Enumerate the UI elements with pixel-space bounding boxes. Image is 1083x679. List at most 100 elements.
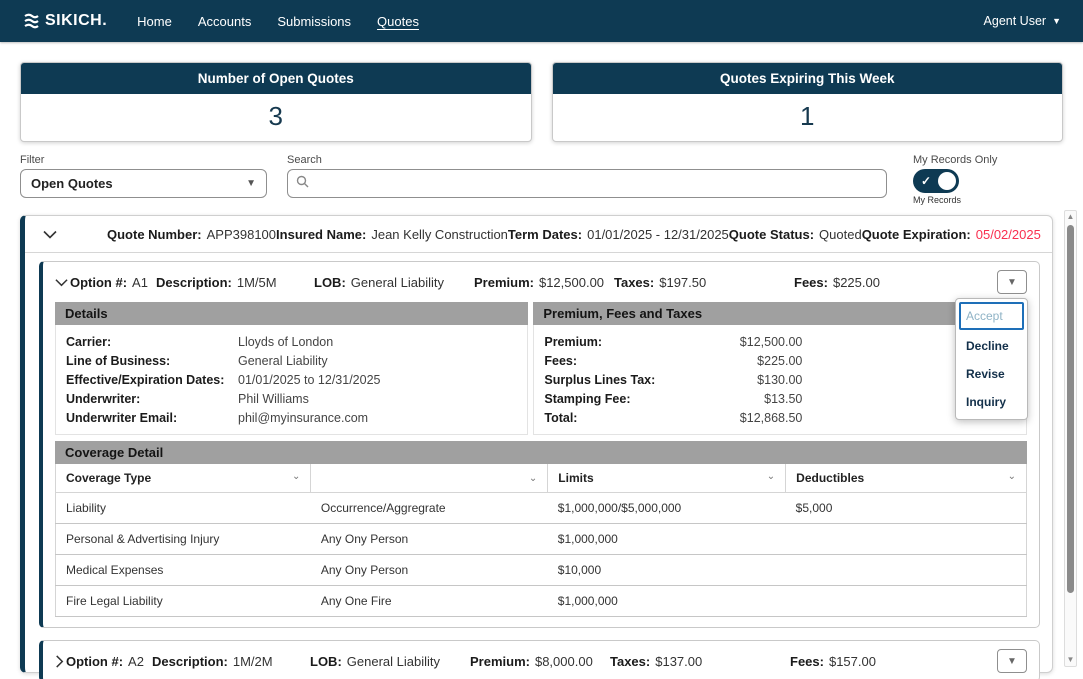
my-records-toggle[interactable]: ✓: [913, 169, 959, 193]
surplus-lines-tax-value: $130.00: [757, 373, 803, 387]
coverage-type-header[interactable]: Coverage Type ⌄: [55, 464, 312, 493]
underwriter-email-link[interactable]: phil@myinsurance.com: [238, 411, 369, 425]
search-group: Search: [287, 154, 887, 198]
vertical-scrollbar[interactable]: ▲ ▼: [1064, 210, 1077, 667]
chevron-down-icon: ⌄: [528, 472, 538, 484]
coverage-cell: Liability: [55, 492, 311, 524]
option-taxes-value: $197.50: [659, 274, 707, 290]
chevron-down-icon: ▼: [1052, 16, 1061, 26]
coverage-basis-header[interactable]: ⌄: [310, 464, 549, 493]
option-fees-label: Fees:: [794, 274, 828, 290]
nav-item-accounts[interactable]: Accounts: [197, 13, 252, 29]
search-icon: [296, 175, 309, 193]
option-description-label: Description:: [152, 653, 228, 669]
toggle-knob: [938, 172, 956, 190]
filter-group: Filter Open Quotes ▼: [20, 154, 267, 198]
surplus-lines-tax-row: Surplus Lines Tax: $130.00: [544, 371, 1016, 390]
expand-option-chevron-icon[interactable]: [55, 654, 64, 668]
top-navbar: SIKICH. Home Accounts Submissions Quotes…: [0, 0, 1083, 42]
quote-expiration-label: Quote Expiration:: [861, 227, 971, 242]
coverage-detail-title: Coverage Detail: [55, 441, 1027, 464]
option-actions-button[interactable]: ▼: [997, 649, 1027, 673]
menu-item-inquiry[interactable]: Inquiry: [966, 395, 1007, 409]
premium-value: $12,500.00: [739, 335, 803, 349]
line-of-business-label: Line of Business:: [66, 354, 171, 368]
menu-item-revise[interactable]: Revise: [966, 367, 1005, 381]
option-number-field: Option #: A1: [70, 275, 156, 290]
option-description-field: Description: 1M/2M: [152, 654, 310, 669]
option-fees-value: $157.00: [828, 653, 876, 669]
premium-fees-taxes-section: Premium, Fees and Taxes Premium: $12,500…: [533, 302, 1027, 435]
limits-header[interactable]: Limits ⌄: [547, 464, 787, 493]
filter-select[interactable]: Open Quotes ▼: [20, 169, 267, 198]
quote-expiration-field: Quote Expiration: 05/02/2025: [862, 227, 1041, 242]
collapse-option-chevron-icon[interactable]: [55, 278, 68, 287]
option-premium-value: $12,500.00: [538, 274, 605, 290]
nav-item-quotes[interactable]: Quotes: [377, 13, 419, 29]
option-lob-field: LOB: General Liability: [310, 654, 470, 669]
scroll-up-icon[interactable]: ▲: [1066, 212, 1075, 221]
option-actions-button[interactable]: ▼: [997, 270, 1027, 294]
open-quotes-card: Number of Open Quotes 3: [20, 62, 532, 142]
fees-value: $225.00: [757, 354, 803, 368]
total-value: $12,868.50: [739, 411, 803, 425]
user-menu[interactable]: Agent User ▼: [984, 14, 1061, 28]
scrollbar-thumb[interactable]: [1067, 225, 1074, 593]
option-description-field: Description: 1M/5M: [156, 275, 314, 290]
nav-item-home[interactable]: Home: [137, 13, 172, 29]
deductibles-header[interactable]: Deductibles ⌄: [785, 464, 1027, 493]
option-fees-label: Fees:: [790, 653, 824, 669]
option-number-field: Option #: A2: [66, 654, 152, 669]
open-quotes-title: Number of Open Quotes: [21, 63, 531, 94]
quote-number-label: Quote Number:: [107, 227, 202, 242]
coverage-cell: $1,000,000/$5,000,000: [547, 492, 786, 524]
collapse-quote-chevron-icon[interactable]: [43, 230, 57, 239]
sikich-logo-icon: [22, 12, 40, 30]
premium-label: Premium:: [544, 335, 603, 349]
insured-name-field: Insured Name: Jean Kelly Construction: [276, 227, 508, 242]
insured-name-label: Insured Name:: [276, 227, 367, 242]
search-input[interactable]: [315, 176, 878, 191]
coverage-table: Coverage Type ⌄ ⌄ Limits ⌄: [55, 464, 1027, 617]
option-lob-value: General Liability: [350, 274, 444, 290]
quote-status-value: Quoted: [819, 227, 862, 242]
total-label: Total:: [544, 411, 578, 425]
menu-item-accept[interactable]: Accept: [959, 302, 1024, 330]
option-description-label: Description:: [156, 274, 232, 290]
expiring-quotes-title: Quotes Expiring This Week: [552, 63, 1062, 94]
menu-item-decline[interactable]: Decline: [966, 339, 1009, 353]
filter-label: Filter: [20, 154, 45, 166]
option-premium-field: Premium: $8,000.00: [470, 654, 610, 669]
term-dates-value: 01/01/2025 - 12/31/2025: [587, 227, 729, 242]
my-records-group: My Records Only ✓ My Records: [913, 154, 1063, 205]
coverage-cell: $1,000,000: [547, 523, 786, 555]
limits-header-label: Limits: [558, 471, 594, 485]
option-taxes-field: Taxes: $137.00: [610, 654, 790, 669]
expiring-quotes-value: 1: [800, 101, 815, 131]
coverage-cell: Any Ony Person: [310, 523, 548, 555]
stamping-fee-row: Stamping Fee: $13.50: [544, 390, 1016, 409]
coverage-type-header-label: Coverage Type: [66, 471, 152, 485]
option-a2-header: Option #: A2 Description: 1M/2M LOB: Gen…: [43, 641, 1039, 679]
expiring-quotes-card: Quotes Expiring This Week 1: [551, 62, 1063, 142]
table-row: Personal & Advertising Injury Any Ony Pe…: [55, 523, 1027, 555]
quote-status-label: Quote Status:: [728, 227, 815, 242]
term-dates-label: Term Dates:: [507, 227, 583, 242]
scroll-down-icon[interactable]: ▼: [1066, 655, 1075, 664]
table-row: Medical Expenses Any Ony Person $10,000: [55, 554, 1027, 586]
option-panel-a2: Option #: A2 Description: 1M/2M LOB: Gen…: [39, 640, 1040, 679]
option-panel-a1: Option #: A1 Description: 1M/5M LOB: Gen…: [39, 261, 1040, 628]
coverage-cell: $10,000: [547, 554, 786, 586]
search-box: [287, 169, 887, 198]
chevron-down-icon: ⌄: [291, 471, 301, 482]
nav-item-submissions[interactable]: Submissions: [277, 13, 352, 29]
premium-fees-taxes-rows: Premium: $12,500.00 Fees: $225.00 Surplu…: [533, 325, 1027, 435]
underwriter-value: Phil Williams: [238, 392, 309, 406]
underwriter-email-label: Underwriter Email:: [66, 411, 178, 425]
option-description-value: 1M/5M: [236, 274, 277, 290]
sikich-logo[interactable]: SIKICH.: [22, 12, 107, 30]
underwriter-email-row: Underwriter Email: phil@myinsurance.com: [66, 409, 517, 428]
option-lob-label: LOB:: [314, 274, 346, 290]
coverage-cell: $1,000,000: [547, 585, 786, 617]
